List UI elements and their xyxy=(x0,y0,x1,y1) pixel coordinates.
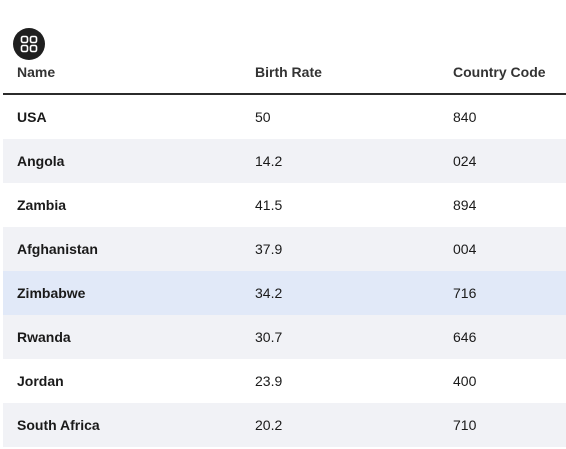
table-row[interactable]: Afghanistan 37.9 004 xyxy=(3,227,566,271)
table-row[interactable]: Zambia 41.5 894 xyxy=(3,183,566,227)
name-cell: Rwanda xyxy=(17,329,71,345)
country-code-cell: 400 xyxy=(453,373,477,389)
country-code-cell: 710 xyxy=(453,417,477,433)
table-header-row: Name Birth Rate Country Code xyxy=(3,50,566,95)
birth-rate-cell: 37.9 xyxy=(255,241,283,257)
table-row[interactable]: Rwanda 30.7 646 xyxy=(3,315,566,359)
country-code-cell: 894 xyxy=(453,197,477,213)
table-row[interactable]: USA 50 840 xyxy=(3,94,566,139)
name-cell: Angola xyxy=(17,153,65,169)
column-header-name[interactable]: Name xyxy=(3,50,241,95)
birth-rate-cell: 23.9 xyxy=(255,373,283,389)
name-cell: Zambia xyxy=(17,197,67,213)
birth-rate-cell: 14.2 xyxy=(255,153,283,169)
birth-rate-cell: 41.5 xyxy=(255,197,283,213)
name-cell: Zimbabwe xyxy=(17,285,86,301)
country-code-cell: 646 xyxy=(453,329,477,345)
country-code-cell: 716 xyxy=(453,285,477,301)
table-row-selected[interactable]: Zimbabwe 34.2 716 xyxy=(3,271,566,315)
country-code-cell: 024 xyxy=(453,153,477,169)
table-row[interactable]: Jordan 23.9 400 xyxy=(3,359,566,403)
birth-rate-cell: 50 xyxy=(255,109,271,125)
name-cell: Jordan xyxy=(17,373,64,389)
name-cell: Afghanistan xyxy=(17,241,98,257)
country-code-cell: 840 xyxy=(453,109,477,125)
country-code-cell: 004 xyxy=(453,241,477,257)
data-table: Name Birth Rate Country Code USA 50 840 … xyxy=(3,50,566,447)
column-header-country-code[interactable]: Country Code xyxy=(439,50,566,95)
birth-rate-cell: 20.2 xyxy=(255,417,283,433)
column-header-birth-rate[interactable]: Birth Rate xyxy=(241,50,439,95)
table-row[interactable]: Angola 14.2 024 xyxy=(3,139,566,183)
name-cell: USA xyxy=(17,109,47,125)
grid-layout-icon xyxy=(20,35,38,53)
name-cell: South Africa xyxy=(17,417,100,433)
table-row[interactable]: South Africa 20.2 710 xyxy=(3,403,566,447)
birth-rate-cell: 30.7 xyxy=(255,329,283,345)
birth-rate-cell: 34.2 xyxy=(255,285,283,301)
